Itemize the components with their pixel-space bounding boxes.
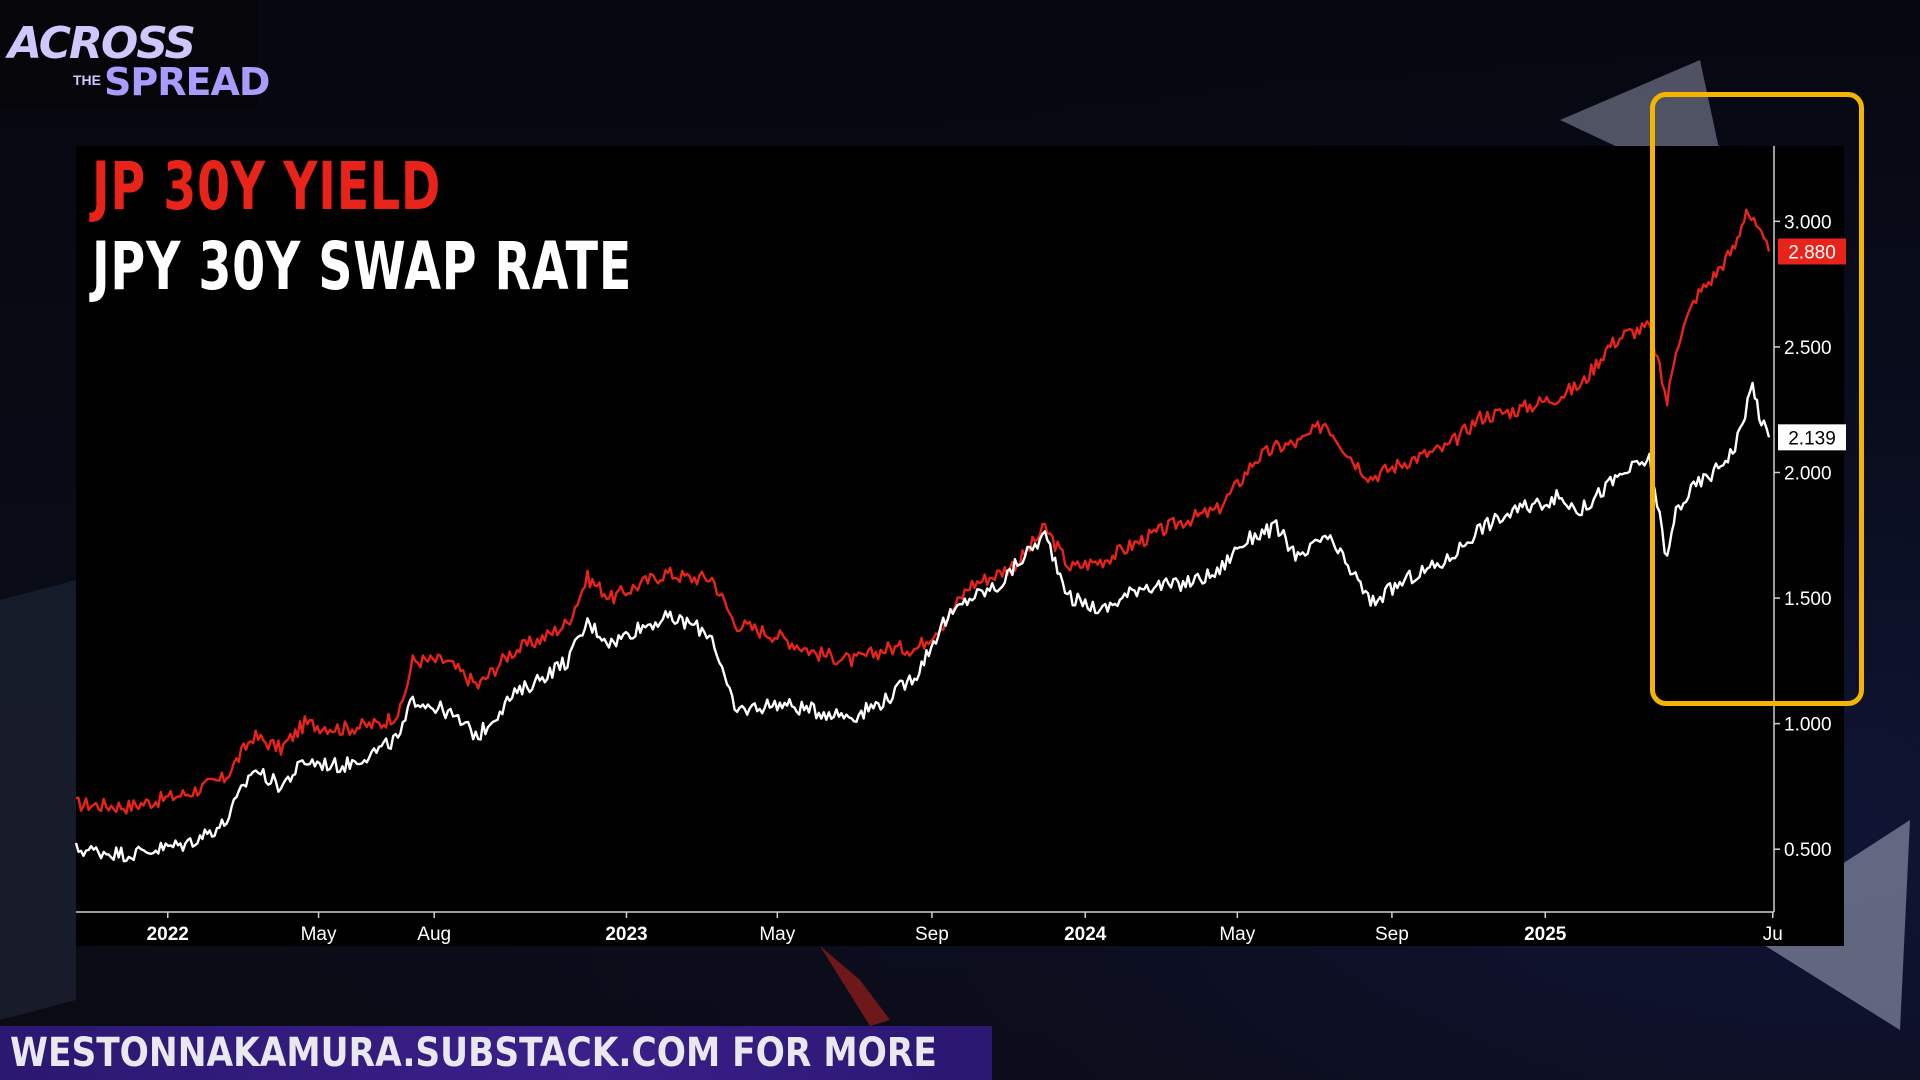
yield-last-label: 2.880 [1788,242,1836,263]
highlight-box [1650,92,1864,706]
logo-across: ACROSS [8,18,196,69]
x-tick-label: 2022 [147,924,189,945]
swap-last-label: 2.139 [1788,428,1836,449]
x-tick-label: 2025 [1524,924,1567,945]
logo-the: THE [73,72,101,88]
x-tick-label: May [1219,924,1255,945]
y-tick-label: 1.500 [1784,589,1832,610]
x-tick-label: Ju [1763,924,1783,945]
brand-logo: ACROSS THE SPREAD [0,0,270,110]
chart-subtitle: JPY 30Y SWAP RATE [92,228,632,305]
x-tick-label: 2023 [605,924,647,945]
x-tick-label: May [301,924,337,945]
footer-link[interactable]: WESTONNAKAMURA.SUBSTACK.COM FOR MORE [10,1030,937,1076]
x-tick-label: Aug [417,924,451,945]
y-tick-label: 2.500 [1784,338,1832,359]
swap-series-line [74,381,1771,863]
x-tick-label: May [759,924,795,945]
y-tick-label: 0.500 [1784,840,1832,861]
y-tick-label: 1.000 [1784,715,1832,736]
yield-series-line [75,208,1771,815]
x-tick-label: 2024 [1064,924,1107,945]
yield-last-badge [1778,238,1846,265]
swap-last-badge [1778,424,1846,451]
logo-spread: SPREAD [104,60,270,104]
chart-title: JP 30Y YIELD [92,148,442,225]
x-tick-label: Sep [915,924,949,945]
y-tick-label: 3.000 [1784,212,1832,233]
chart-panel [76,146,1844,946]
y-tick-label: 2.000 [1784,463,1832,484]
x-tick-label: Sep [1375,924,1409,945]
footer-bar [0,1026,992,1080]
